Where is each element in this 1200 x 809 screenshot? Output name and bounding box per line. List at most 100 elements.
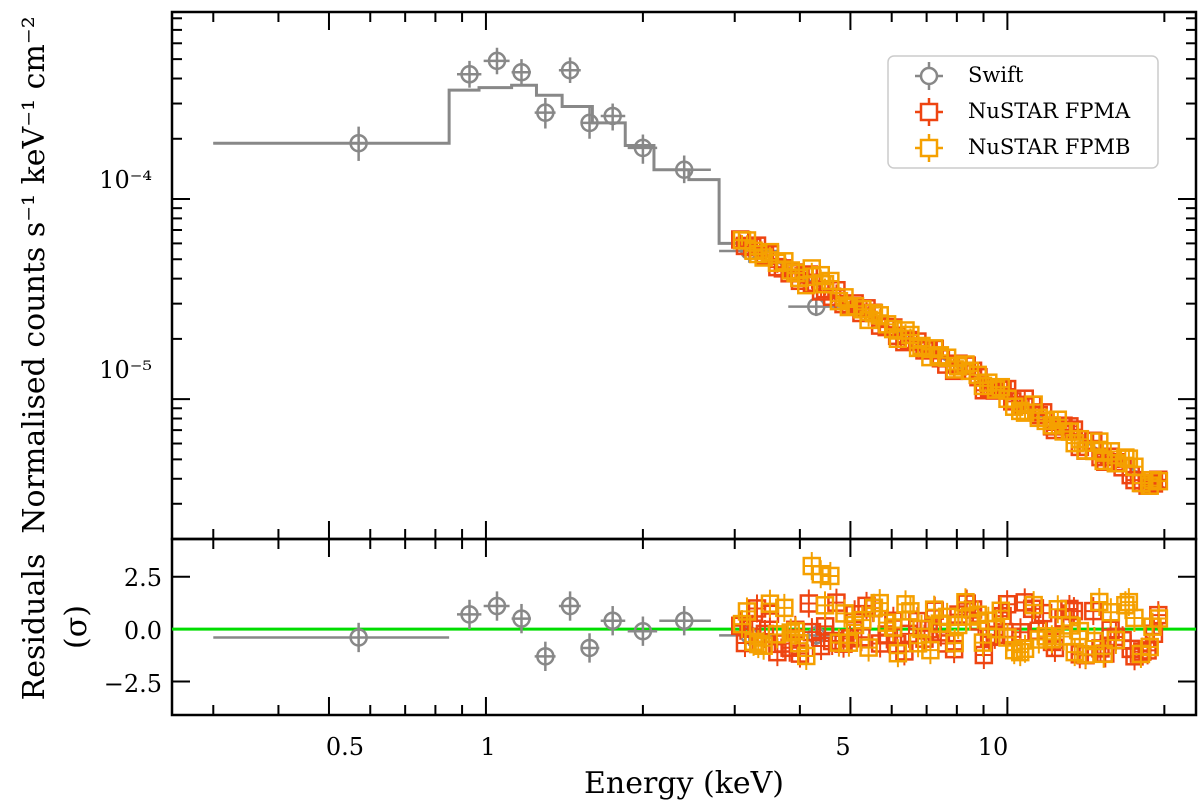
swift-res-marker <box>487 596 507 616</box>
swift-point <box>659 155 711 184</box>
fpmb-residual <box>1042 625 1062 654</box>
swift-res-marker <box>512 609 531 628</box>
swift-marker <box>674 160 694 180</box>
swift-res-marker <box>674 611 694 630</box>
fpmb-point <box>821 271 840 291</box>
swift-residual <box>580 633 600 663</box>
fpmb-residual <box>859 633 878 662</box>
legend-label-fpma: NuSTAR FPMA <box>968 99 1131 123</box>
legend-label-fpmb: NuSTAR FPMB <box>968 135 1130 159</box>
swift-residual <box>456 599 482 630</box>
swift-res-marker <box>633 621 653 641</box>
fpmb-residual <box>901 597 920 626</box>
swift-marker <box>536 103 555 122</box>
x-tick-label: 0.5 <box>326 733 364 761</box>
swift-point <box>534 97 556 129</box>
legend: Swift NuSTAR FPMA NuSTAR FPMB <box>887 55 1159 169</box>
swift-residual <box>483 591 510 621</box>
fpmb-residual <box>1106 625 1126 654</box>
y-axis-title-bottom: Residuals <box>17 554 52 701</box>
fpmb-residual <box>1085 627 1104 656</box>
legend-box <box>887 55 1159 169</box>
fpmb-residual <box>1090 587 1109 616</box>
y-tick-label-top: 10⁻⁵ <box>99 356 152 384</box>
fpmb-residual <box>786 617 805 646</box>
fpmb-residual <box>1070 617 1090 646</box>
fpmb-point <box>1048 410 1068 429</box>
fpma-residual <box>799 589 819 618</box>
fpma-residual <box>811 632 831 661</box>
x-tick-label: 5 <box>835 733 850 761</box>
swift-res-marker <box>536 647 555 666</box>
fpmb-residual <box>1065 638 1084 667</box>
fpmb-residual <box>1140 633 1159 662</box>
swift-marker <box>512 62 531 82</box>
swift-marker <box>460 65 479 84</box>
swift-res-marker <box>580 638 599 658</box>
swift-marker <box>349 133 368 153</box>
fpmb-point <box>1024 395 1043 414</box>
swift-marker <box>633 138 653 158</box>
swift-point <box>627 134 658 164</box>
swift-residual <box>213 622 450 653</box>
x-axis-title: Energy (keV) <box>584 766 784 801</box>
x-tick-label: 1 <box>480 733 495 761</box>
fpmb-point <box>737 231 757 250</box>
swift-residual <box>600 606 626 636</box>
axis-ticks <box>172 12 1196 715</box>
fpmb-point <box>853 300 872 319</box>
fpmb-residual <box>1060 611 1080 640</box>
fpmb-residual <box>973 628 993 657</box>
fpmb-residual <box>912 614 931 643</box>
y-tick-label-bottom: 2.5 <box>124 564 162 592</box>
fpmb-residual <box>1048 595 1068 624</box>
fpmb-point <box>991 377 1011 397</box>
swift-point <box>456 60 482 88</box>
y-tick-label-top: 10⁻⁴ <box>99 166 152 194</box>
data-points <box>213 47 1169 671</box>
swift-point <box>483 47 510 75</box>
swift-marker <box>560 60 580 80</box>
swift-res-marker <box>560 596 580 616</box>
legend-marker-swift <box>919 66 939 86</box>
fpmb-residual <box>991 596 1011 625</box>
swift-point <box>580 107 600 139</box>
fpmb-point <box>1090 432 1109 451</box>
swift-point <box>600 103 626 131</box>
swift-marker <box>603 106 622 126</box>
fpmb-residual <box>853 606 872 635</box>
fpmb-residual <box>760 589 780 618</box>
y-axis-title-top: Normalised counts s⁻¹ keV⁻¹ cm⁻² <box>17 16 52 533</box>
model-step-line <box>213 83 746 245</box>
fpmb-residual <box>1149 604 1169 633</box>
fpmb-residual <box>956 588 975 617</box>
fpmb-residual <box>797 641 816 670</box>
x-tick-label: 10 <box>978 733 1009 761</box>
fpmb-residual <box>1015 634 1035 663</box>
fpmb-residual <box>1125 603 1144 632</box>
fpmb-residual <box>968 600 987 629</box>
y-tick-label-bottom: 0.0 <box>124 617 162 645</box>
fpmb-residual <box>775 593 794 622</box>
fpmb-residual <box>883 613 903 642</box>
fpmb-residual <box>835 599 854 628</box>
fpmb-residual <box>737 597 757 626</box>
y-axis-title-bottom-unit: (σ) <box>59 605 94 649</box>
legend-label-swift: Swift <box>968 63 1024 87</box>
fpmb-point <box>1070 429 1090 449</box>
swift-point <box>213 126 450 161</box>
fpmb-residual <box>1094 639 1113 668</box>
swift-res-marker <box>460 605 479 624</box>
legend-marker-fpma <box>919 102 939 122</box>
fpmb-residual <box>921 636 940 665</box>
swift-marker <box>580 113 599 133</box>
swift-residual <box>534 641 556 671</box>
swift-residual <box>511 603 531 634</box>
swift-point <box>558 57 581 83</box>
fpmb-residual <box>754 631 773 660</box>
swift-marker <box>487 51 507 71</box>
swift-residual <box>627 616 658 646</box>
fpmb-residual <box>821 561 840 590</box>
fpmb-residual <box>998 623 1017 652</box>
